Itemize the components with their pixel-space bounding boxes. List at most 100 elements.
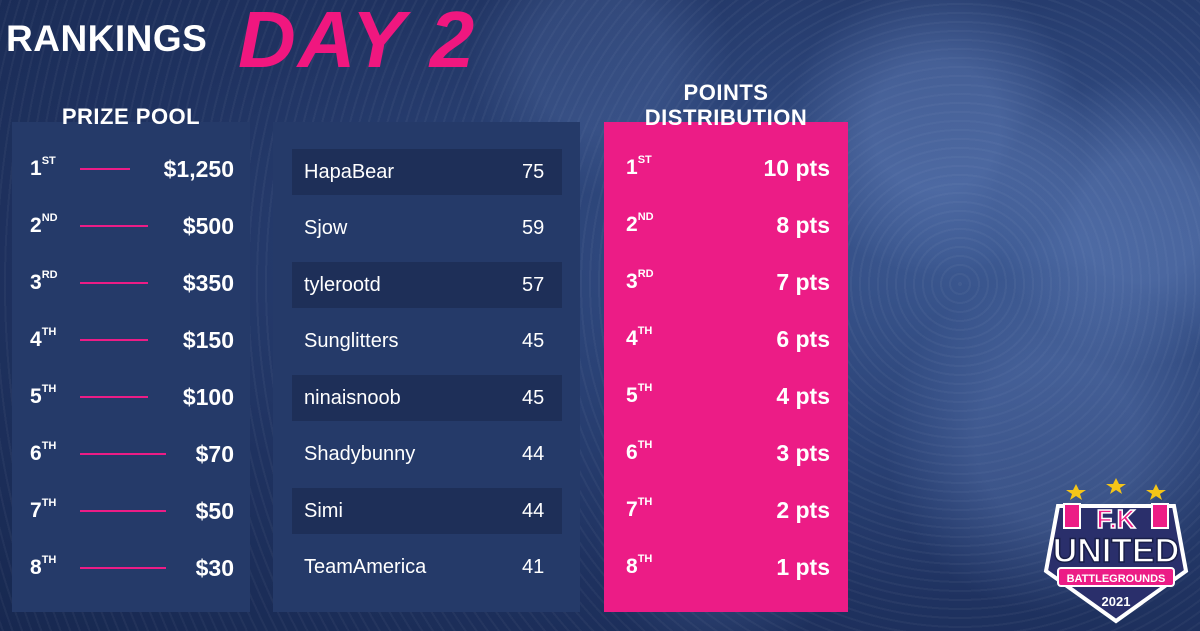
standing-row: Simi 44 <box>292 488 562 534</box>
day-title: DAY 2 <box>238 0 477 84</box>
points-divider <box>680 395 748 397</box>
points-row: 3RD 7 pts <box>626 262 830 302</box>
points-row: 1ST 10 pts <box>626 148 830 188</box>
player-score: 57 <box>522 273 545 296</box>
place-suffix: RD <box>41 269 58 281</box>
player-name: Simi <box>304 499 343 522</box>
points-place: 8TH <box>626 553 674 579</box>
rankings-title: RANKINGS <box>6 18 208 59</box>
prize-place: 8TH <box>30 554 78 580</box>
player-score: 44 <box>522 499 545 522</box>
place-number: 6 <box>30 442 42 465</box>
place-number: 3 <box>30 271 42 294</box>
points-value: 8 pts <box>776 211 830 238</box>
prize-divider <box>80 225 148 227</box>
player-name: Sunglitters <box>304 330 399 352</box>
points-row: 8TH 1 pts <box>626 547 830 587</box>
prize-place: 4TH <box>30 326 78 352</box>
prize-place: 1ST <box>30 155 78 181</box>
place-suffix: TH <box>41 554 57 566</box>
fk-united-battlegrounds-logo: F.K UNITED BATTLEGROUNDS 2021 <box>1043 478 1189 624</box>
prize-divider <box>80 396 148 398</box>
prize-divider <box>80 282 148 284</box>
place-suffix: TH <box>41 497 57 509</box>
points-divider <box>680 224 748 226</box>
points-place: 6TH <box>626 439 674 465</box>
player-score: 45 <box>522 330 545 352</box>
place-suffix: TH <box>637 325 653 337</box>
points-heading-line2: DISTRIBUTION <box>644 105 808 130</box>
points-place: 3RD <box>626 268 674 294</box>
prize-place: 5TH <box>30 383 78 409</box>
points-place: 5TH <box>626 382 674 408</box>
prize-row: 1ST $1,250 <box>30 149 234 189</box>
points-value: 7 pts <box>776 268 830 295</box>
points-value: 3 pts <box>776 439 830 466</box>
place-number: 5 <box>626 384 638 407</box>
place-suffix: TH <box>637 439 653 451</box>
points-value: 2 pts <box>776 496 830 523</box>
prize-divider <box>80 510 166 512</box>
points-divider <box>680 509 748 511</box>
place-number: 8 <box>30 556 42 579</box>
points-divider <box>680 281 748 283</box>
points-row: 5TH 4 pts <box>626 376 830 416</box>
standing-row: ninaisnoob 45 <box>292 375 562 421</box>
place-number: 6 <box>626 441 638 464</box>
player-name: Sjow <box>304 217 348 239</box>
place-number: 7 <box>626 498 638 521</box>
prize-row: 6TH $70 <box>30 434 234 474</box>
place-suffix: TH <box>637 553 653 565</box>
points-value: 4 pts <box>776 382 830 409</box>
prize-divider <box>80 168 130 170</box>
points-place: 7TH <box>626 496 674 522</box>
place-suffix: TH <box>637 496 653 508</box>
prize-amount: $350 <box>182 269 234 296</box>
player-score: 44 <box>522 443 545 465</box>
player-score: 45 <box>522 386 545 409</box>
prize-place: 2ND <box>30 212 78 238</box>
place-suffix: TH <box>41 326 57 338</box>
points-heading-line1: POINTS <box>683 80 769 105</box>
prize-row: 2ND $500 <box>30 206 234 246</box>
points-row: 2ND 8 pts <box>626 205 830 245</box>
player-name: HapaBear <box>304 160 395 183</box>
points-row: 6TH 3 pts <box>626 433 830 473</box>
points-row: 7TH 2 pts <box>626 490 830 530</box>
place-suffix: RD <box>637 268 654 280</box>
place-suffix: ND <box>637 211 654 223</box>
points-value: 10 pts <box>763 154 830 181</box>
place-number: 5 <box>30 385 42 408</box>
place-number: 7 <box>30 499 42 522</box>
standing-row: Sjow 59 <box>292 206 562 252</box>
place-number: 4 <box>30 328 42 351</box>
points-divider <box>680 452 748 454</box>
points-place: 2ND <box>626 211 674 237</box>
points-place: 1ST <box>626 154 674 180</box>
prize-amount: $1,250 <box>163 155 234 182</box>
place-suffix: ST <box>637 154 652 166</box>
prize-amount: $100 <box>182 383 234 410</box>
player-name: tylerootd <box>304 273 381 296</box>
logo-year-text: 2021 <box>1102 594 1131 609</box>
prize-amount: $500 <box>182 212 234 239</box>
prize-pool-panel <box>12 122 250 612</box>
prize-divider <box>80 567 166 569</box>
prize-pool-heading: PRIZE POOL <box>61 104 201 129</box>
standings-panel <box>273 122 580 612</box>
place-number: 3 <box>626 270 638 293</box>
prize-row: 4TH $150 <box>30 320 234 360</box>
prize-row: 3RD $350 <box>30 263 234 303</box>
place-number: 4 <box>626 327 638 350</box>
points-distribution-heading: POINTS DISTRIBUTION <box>604 80 848 130</box>
prize-row: 7TH $50 <box>30 491 234 531</box>
points-place: 4TH <box>626 325 674 351</box>
points-value: 6 pts <box>776 325 830 352</box>
points-row: 4TH 6 pts <box>626 319 830 359</box>
place-number: 8 <box>626 555 638 578</box>
points-distribution-panel <box>604 122 848 612</box>
prize-amount: $50 <box>195 497 234 524</box>
place-number: 2 <box>626 213 638 236</box>
player-score: 41 <box>522 556 545 578</box>
standing-row: tylerootd 57 <box>292 262 562 308</box>
